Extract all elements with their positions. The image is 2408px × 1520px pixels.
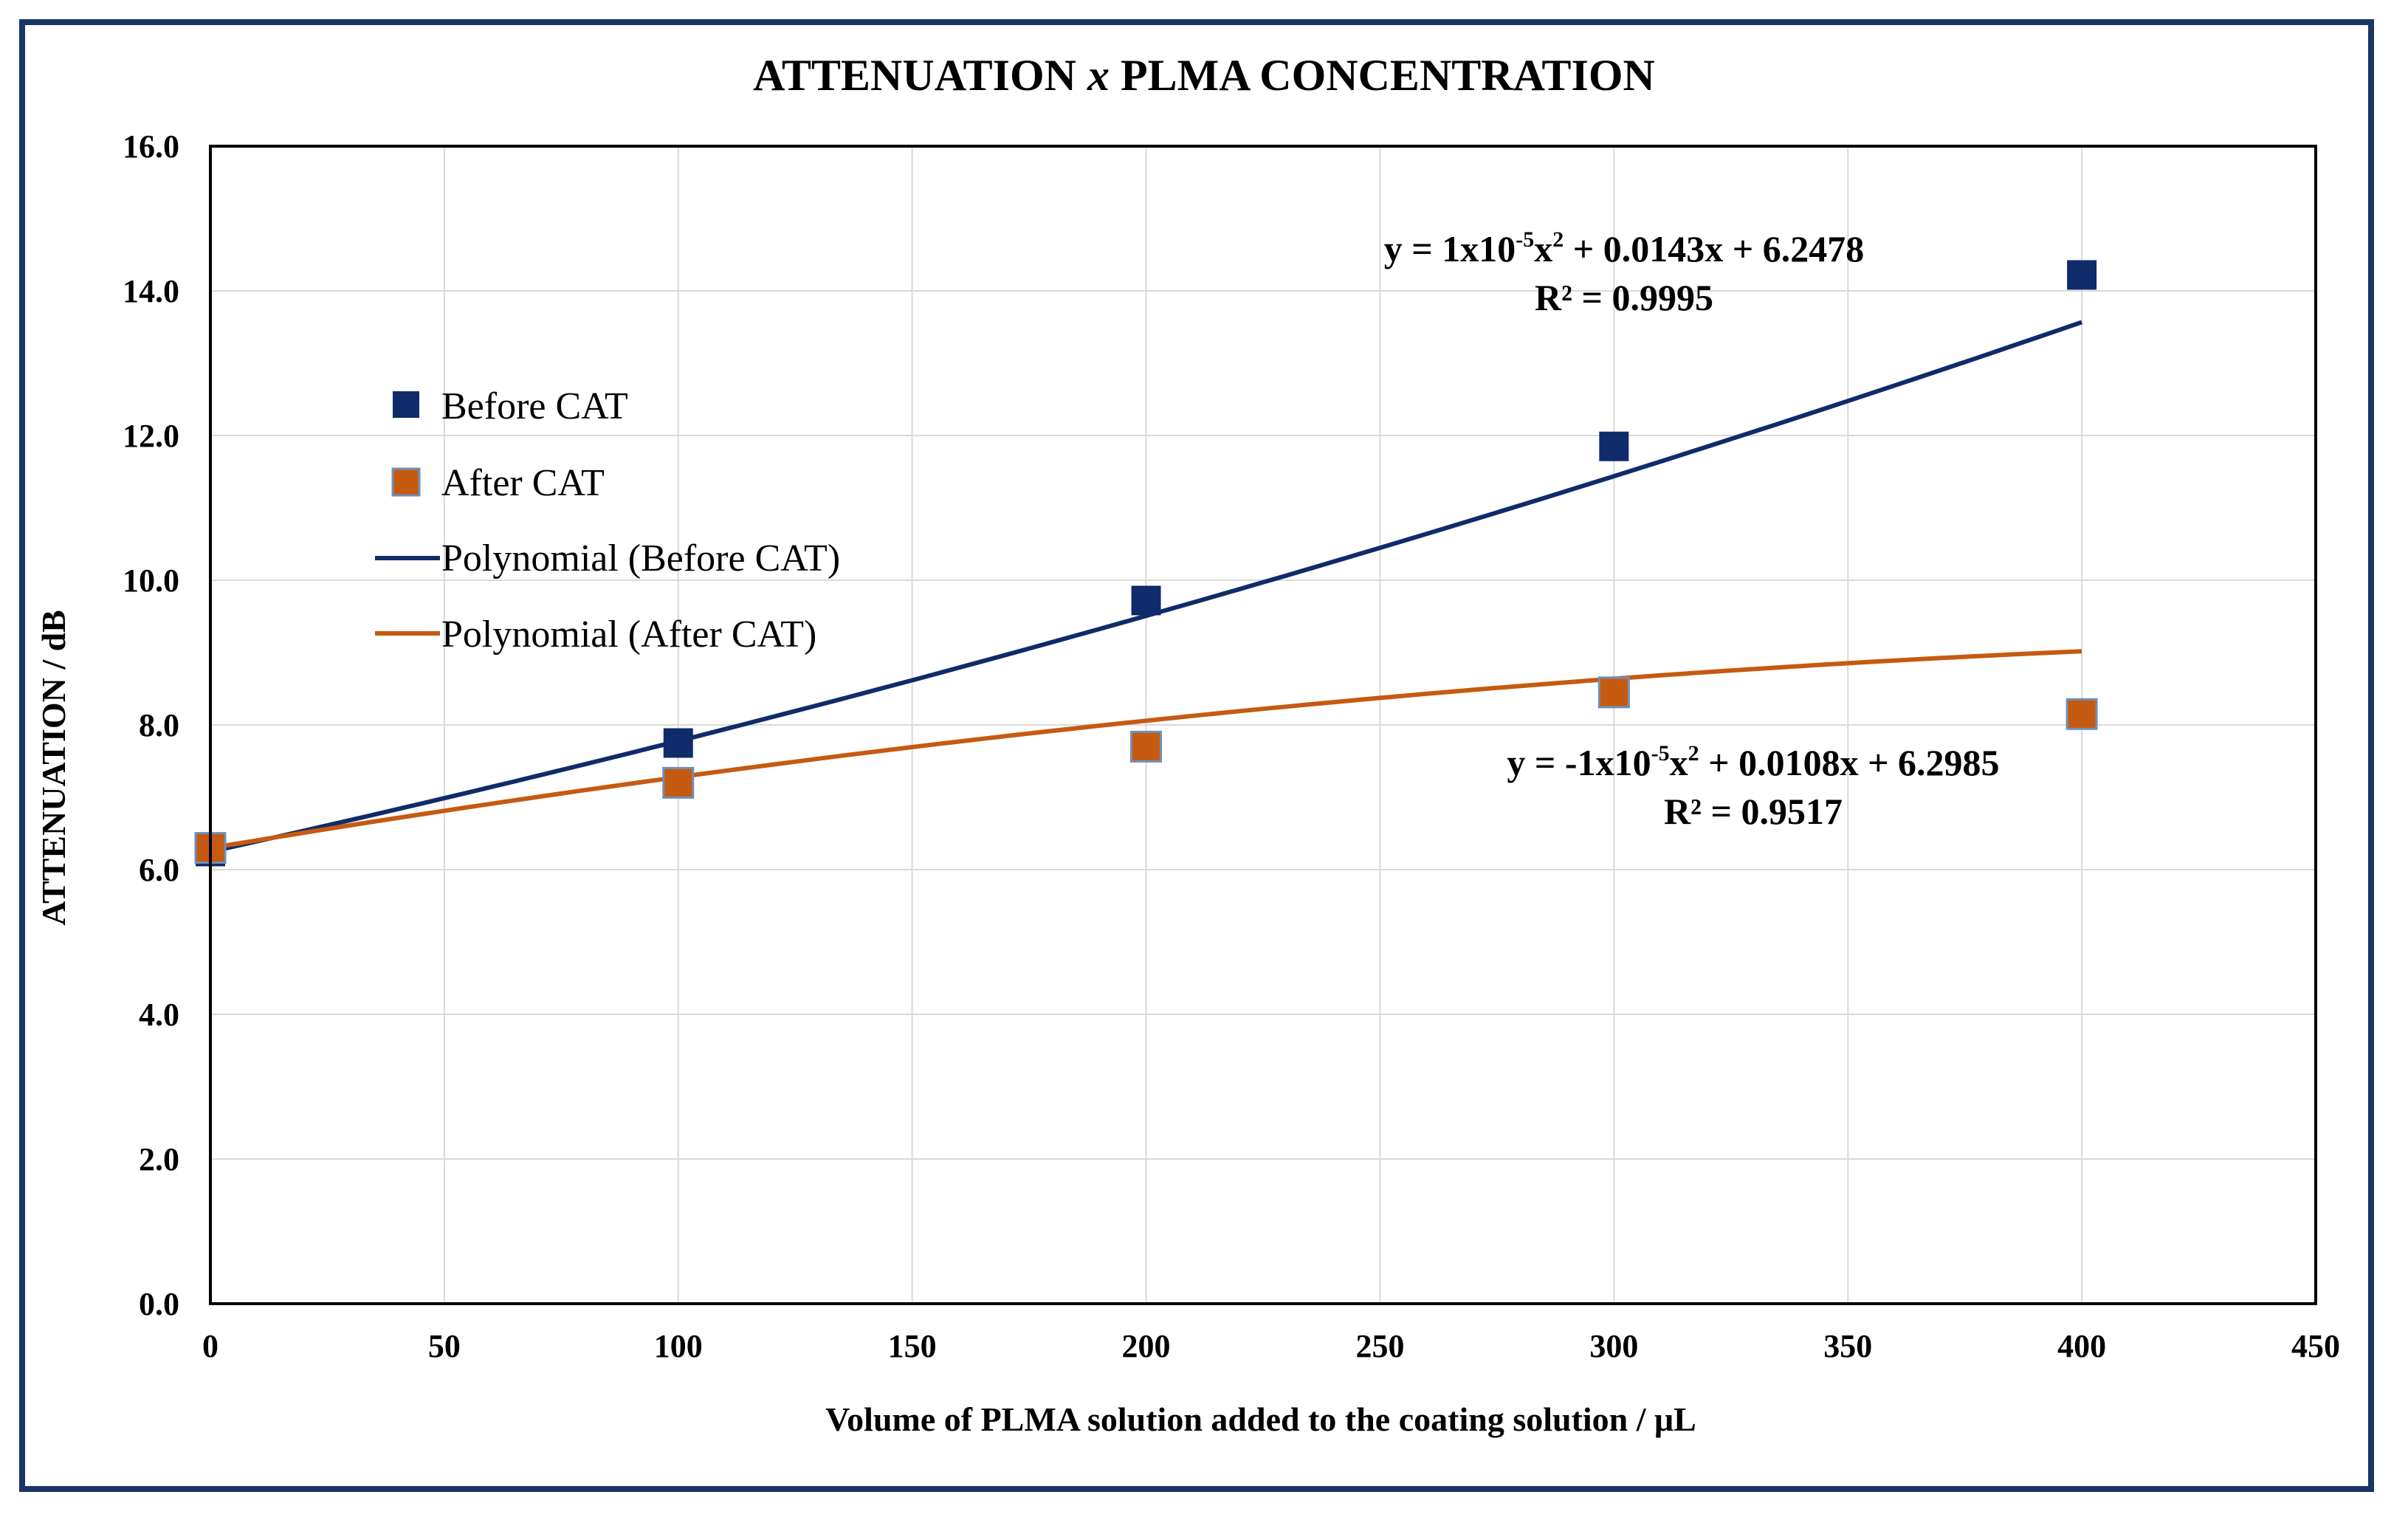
y-axis-label: ATTENUATION / dB bbox=[35, 610, 72, 926]
plot-area-border bbox=[209, 145, 2317, 1305]
y-tick-label: 12.0 bbox=[123, 418, 179, 454]
x-tick-label: 250 bbox=[1355, 1328, 1404, 1364]
y-tick-label: 2.0 bbox=[139, 1141, 179, 1177]
title-part-1: ATTENUATION bbox=[753, 51, 1087, 100]
x-tick-label: 200 bbox=[1122, 1328, 1171, 1364]
marker-after-cat bbox=[1597, 676, 1630, 709]
legend-marker-after-cat bbox=[391, 467, 421, 497]
x-tick-label: 150 bbox=[888, 1328, 937, 1364]
data-markers bbox=[194, 260, 2098, 867]
legend-label-poly-after: Polynomial (After CAT) bbox=[441, 613, 816, 656]
legend-marker-before-cat bbox=[393, 391, 419, 418]
x-tick-label: 100 bbox=[654, 1328, 703, 1364]
x-tick-label: 0 bbox=[202, 1328, 219, 1364]
legend: Before CAT After CAT Polynomial (Before … bbox=[375, 385, 840, 656]
x-tick-label: 450 bbox=[2291, 1328, 2340, 1364]
chart-frame bbox=[19, 19, 2374, 1492]
y-tick-label: 6.0 bbox=[139, 852, 179, 888]
r2-after-cat: R² = 0.9517 bbox=[1664, 791, 1843, 832]
r2-before-cat: R² = 0.9995 bbox=[1535, 277, 1713, 318]
title-part-2: x bbox=[1087, 51, 1110, 100]
marker-before-cat bbox=[1131, 585, 1161, 616]
legend-label-poly-before: Polynomial (Before CAT) bbox=[441, 537, 840, 580]
equation-before-cat: y = 1x10-5x2 + 0.0143x + 6.2478 bbox=[1384, 227, 1864, 269]
marker-after-cat bbox=[2065, 698, 2098, 730]
x-tick-label: 50 bbox=[428, 1328, 461, 1364]
trendline-before-cat bbox=[210, 320, 2083, 854]
marker-before-cat bbox=[663, 728, 693, 758]
marker-after-cat bbox=[662, 766, 695, 799]
y-tick-label: 4.0 bbox=[139, 997, 179, 1033]
legend-label-after-cat: After CAT bbox=[441, 462, 605, 504]
y-tick-label: 16.0 bbox=[123, 128, 179, 165]
y-tick-labels: 0.0 2.0 4.0 6.0 8.0 10.0 12.0 14.0 16.0 bbox=[123, 128, 179, 1322]
y-tick-label: 8.0 bbox=[139, 707, 179, 743]
y-tick-label: 0.0 bbox=[139, 1286, 179, 1322]
y-tick-label: 10.0 bbox=[123, 563, 179, 599]
marker-before-cat bbox=[1599, 431, 1629, 461]
gridlines bbox=[210, 145, 2316, 1304]
marker-before-cat bbox=[2067, 260, 2097, 290]
trendlines bbox=[210, 320, 2083, 854]
marker-after-cat bbox=[1130, 730, 1163, 763]
y-tick-label: 14.0 bbox=[123, 273, 179, 309]
trendline-after-cat bbox=[210, 649, 2082, 850]
x-tick-labels: 0 50 100 150 200 250 300 350 400 450 bbox=[202, 1328, 2340, 1364]
title-part-3: PLMA CONCENTRATION bbox=[1110, 51, 1655, 100]
x-tick-label: 350 bbox=[1823, 1328, 1872, 1364]
legend-label-before-cat: Before CAT bbox=[441, 385, 628, 427]
x-tick-label: 300 bbox=[1589, 1328, 1638, 1364]
x-axis-label: Volume of PLMA solution added to the coa… bbox=[825, 1400, 1696, 1438]
x-tick-label: 400 bbox=[2057, 1328, 2106, 1364]
chart-title: ATTENUATION x PLMA CONCENTRATION bbox=[753, 51, 1655, 100]
equation-after-cat: y = -1x10-5x2 + 0.0108x + 6.2985 bbox=[1507, 741, 1999, 783]
